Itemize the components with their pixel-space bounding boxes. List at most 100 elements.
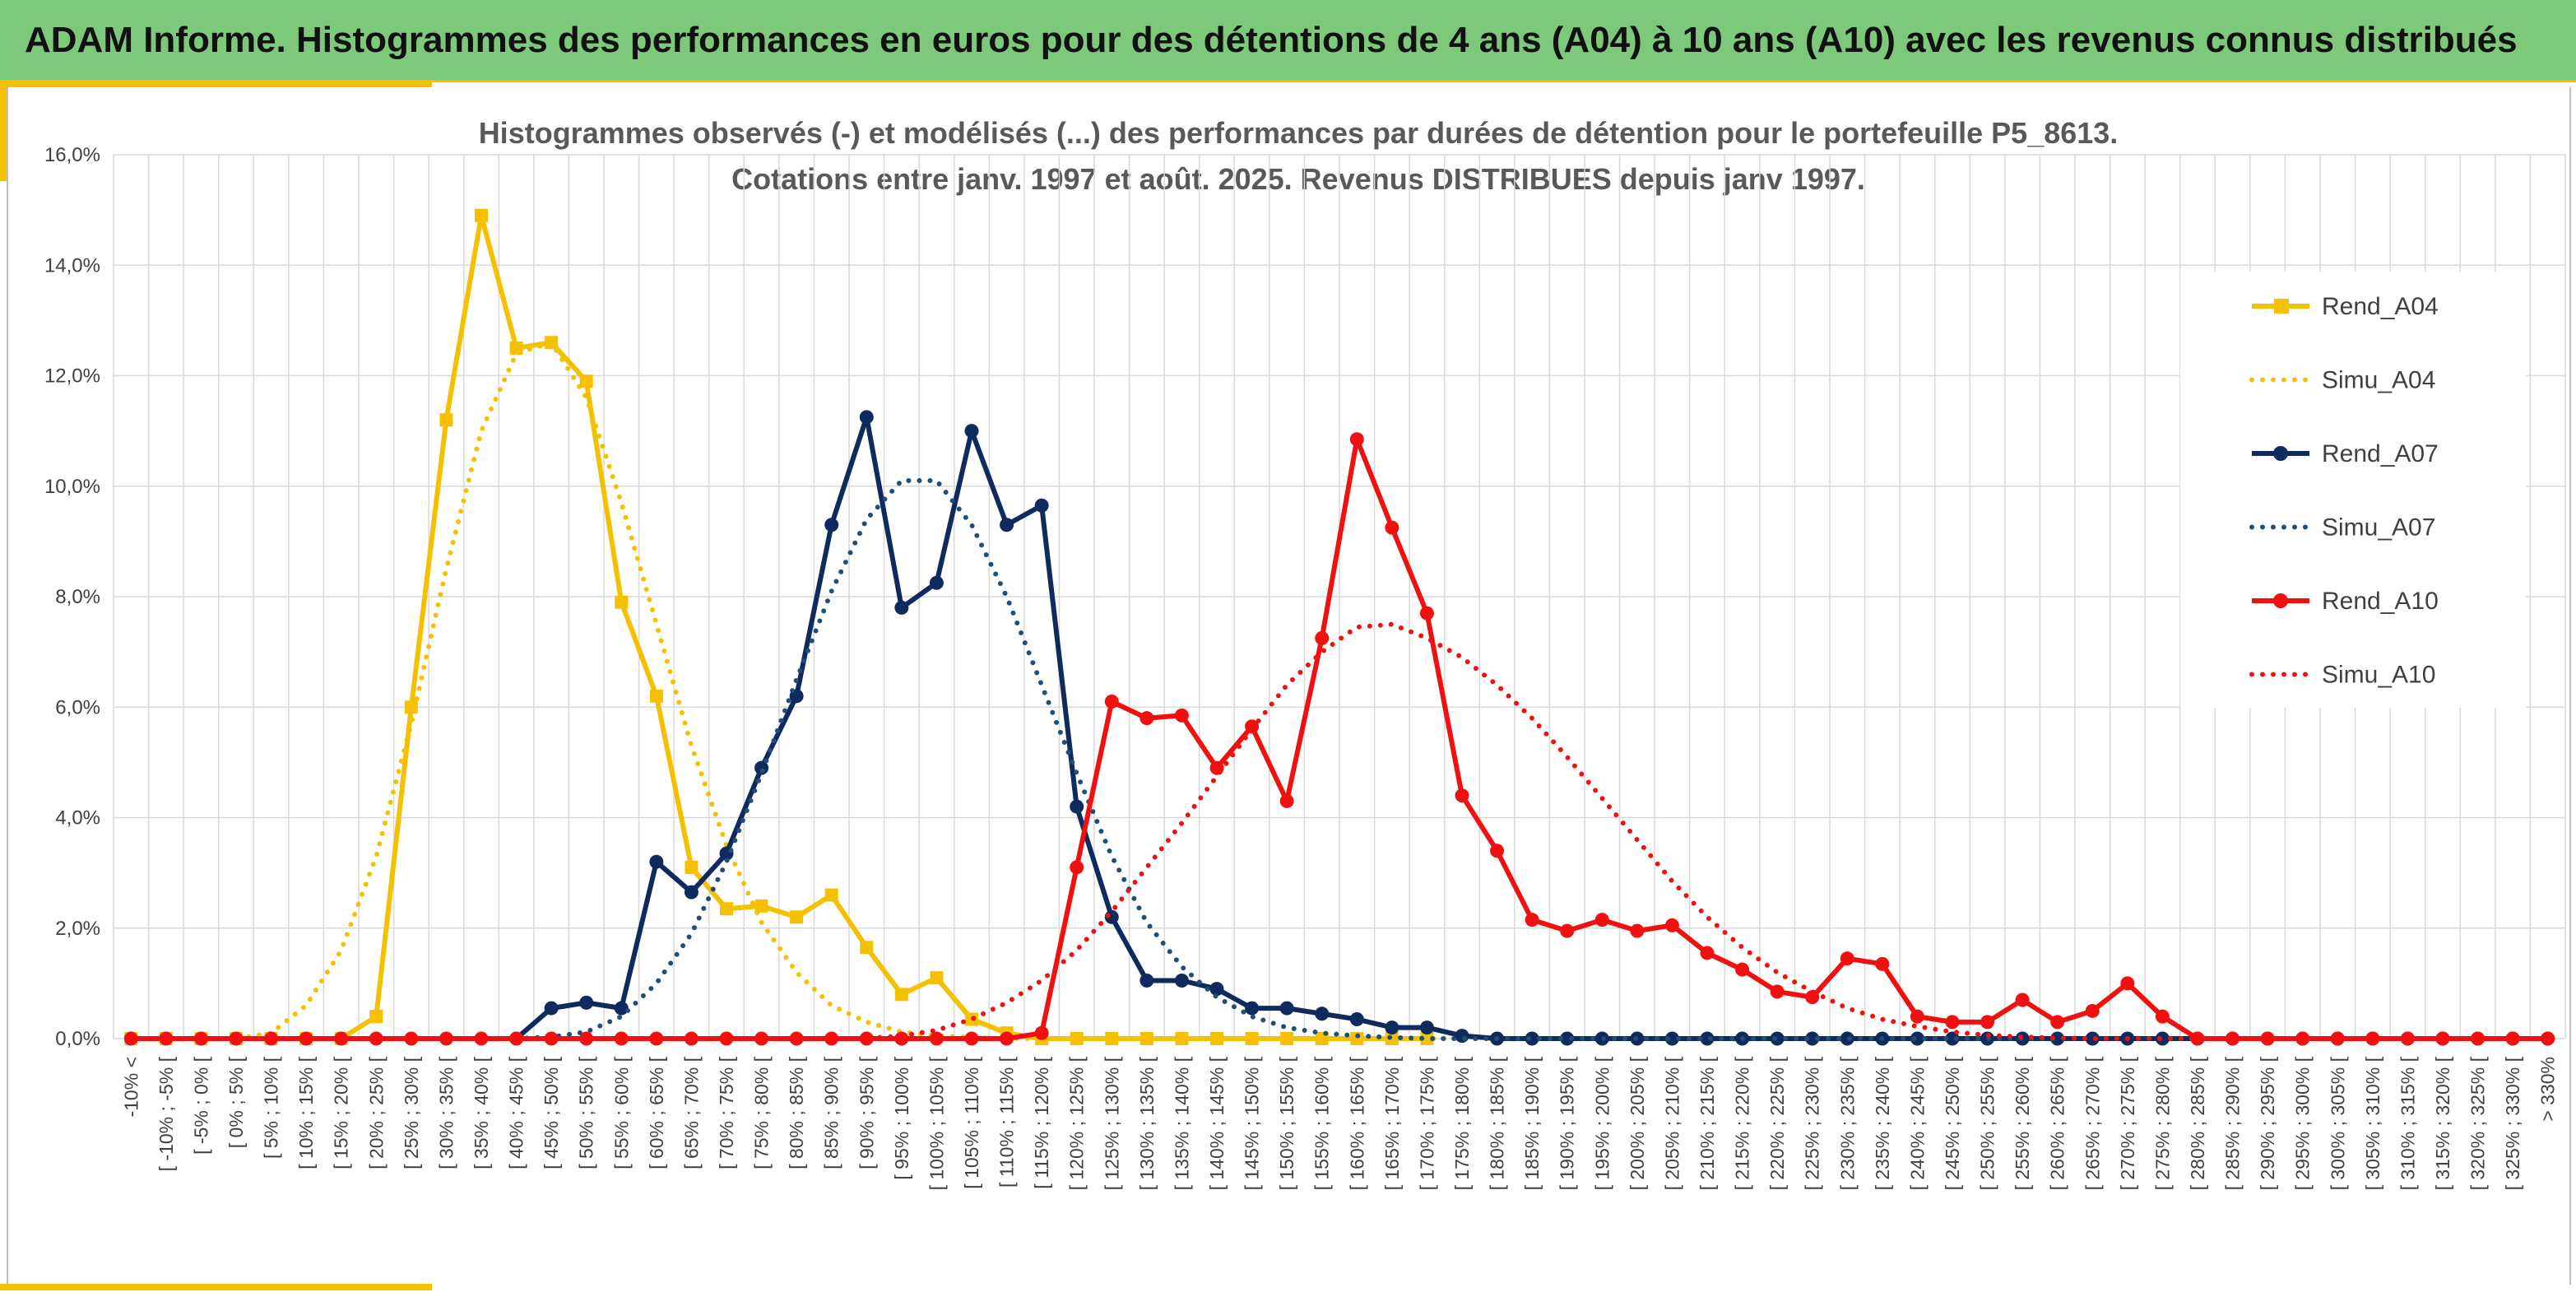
x-tick-label: [ 305% ; 310% [ xyxy=(2362,1056,2383,1190)
x-tick-label: [ 205% ; 210% [ xyxy=(1661,1056,1683,1190)
data-point xyxy=(930,971,944,985)
legend-label: Simu_A07 xyxy=(2322,514,2435,542)
data-point xyxy=(1805,990,1820,1005)
data-point xyxy=(2085,1003,2100,1018)
data-point xyxy=(1525,913,1539,927)
data-point xyxy=(1174,974,1189,988)
data-point xyxy=(1770,984,1785,999)
data-point xyxy=(2190,1031,2205,1046)
x-tick-label: [ 105% ; 110% [ xyxy=(961,1056,982,1188)
data-point xyxy=(1875,956,1890,971)
x-tick-label: [ 110% ; 115% [ xyxy=(996,1056,1018,1188)
x-tick-label: [ 225% ; 230% [ xyxy=(1802,1056,1823,1190)
data-point xyxy=(615,595,629,609)
chart-title-line-2: Cotations entre janv. 1997 et août. 2025… xyxy=(731,162,1865,196)
x-tick-label: [ 220% ; 225% [ xyxy=(1766,1056,1788,1190)
legend-item: Rend_A10 xyxy=(2252,588,2439,615)
data-point xyxy=(824,1031,839,1046)
data-point xyxy=(1664,1031,1679,1046)
data-point xyxy=(2435,1031,2450,1046)
data-point xyxy=(1840,951,1854,966)
data-point xyxy=(1034,498,1049,513)
y-tick-label: 6,0% xyxy=(55,696,100,718)
x-tick-label: [ 15% ; 20% [ xyxy=(331,1056,352,1169)
legend-item: Simu_A10 xyxy=(2249,662,2435,689)
data-point xyxy=(2085,1031,2100,1046)
data-point xyxy=(894,988,908,1002)
data-point xyxy=(1000,518,1014,532)
report-title: ADAM Informe. Histogrammes des performan… xyxy=(25,19,2518,60)
legend-label: Rend_A04 xyxy=(2322,293,2439,320)
x-tick-label: [ 230% ; 235% [ xyxy=(1836,1056,1858,1190)
data-point xyxy=(1419,1020,1434,1035)
data-point xyxy=(1070,1032,1084,1045)
data-point xyxy=(1245,1001,1260,1016)
data-point xyxy=(439,1031,453,1046)
data-point xyxy=(1630,923,1645,938)
x-tick-label: [ 255% ; 260% [ xyxy=(2012,1056,2033,1190)
legend-item: Simu_A04 xyxy=(2249,367,2435,394)
data-point xyxy=(439,413,453,427)
data-point xyxy=(369,1010,383,1024)
data-point xyxy=(649,854,664,869)
data-point xyxy=(1945,1031,1960,1046)
x-tick-label: [ 165% ; 170% [ xyxy=(1381,1056,1403,1190)
x-tick-label: [ 40% ; 45% [ xyxy=(506,1056,527,1169)
x-tick-label: [ 0% ; 5% [ xyxy=(225,1056,247,1148)
data-point xyxy=(1279,793,1294,808)
x-tick-label: [ 120% ; 125% [ xyxy=(1066,1056,1088,1190)
legend-label: Simu_A10 xyxy=(2322,662,2435,689)
data-point xyxy=(2050,1015,2065,1030)
x-tick-label: [ 150% ; 155% [ xyxy=(1276,1056,1297,1190)
data-point xyxy=(1034,1025,1049,1040)
data-point xyxy=(719,1031,734,1046)
frame-right-border xyxy=(2569,87,2571,1285)
x-tick-label: [ 290% ; 295% [ xyxy=(2257,1056,2278,1190)
data-point xyxy=(1560,1031,1575,1046)
data-point xyxy=(1174,708,1189,723)
data-point xyxy=(1525,1031,1539,1046)
x-tick-label: [ 35% ; 40% [ xyxy=(471,1056,492,1169)
x-tick-label: [ 195% ; 200% [ xyxy=(1591,1056,1613,1190)
data-point xyxy=(964,424,979,439)
data-point xyxy=(1910,1031,1924,1046)
data-point xyxy=(2155,1031,2170,1046)
data-point xyxy=(929,575,944,590)
frame-accent-left xyxy=(0,82,8,181)
data-point xyxy=(1279,1001,1294,1016)
data-point xyxy=(1070,799,1084,814)
data-point xyxy=(1945,1015,1960,1030)
x-tick-label: [ 85% ; 90% [ xyxy=(821,1056,842,1169)
x-tick-label: [ 260% ; 265% [ xyxy=(2047,1056,2068,1190)
data-point xyxy=(1209,982,1224,997)
data-point xyxy=(1664,918,1679,932)
data-point xyxy=(649,689,663,703)
series-simu-a04 xyxy=(128,340,2550,1041)
series-line xyxy=(128,621,2550,1041)
data-point xyxy=(1000,1031,1014,1046)
data-point xyxy=(964,1031,979,1046)
data-point xyxy=(579,995,594,1010)
x-tick-label: [ 240% ; 245% [ xyxy=(1906,1056,1928,1190)
report-banner: ADAM Informe. Histogrammes des performan… xyxy=(0,0,2576,82)
x-tick-label: [ 190% ; 195% [ xyxy=(1557,1056,1578,1190)
y-tick-label: 16,0% xyxy=(44,144,100,166)
y-axis: 0,0% 2,0% 4,0% 6,0% 8,0% 10,0% 12,0% 14,0% 16,0% xyxy=(44,144,100,1050)
series-layer xyxy=(123,208,2555,1046)
data-point xyxy=(2330,1031,2345,1046)
x-tick-label: [ 155% ; 160% [ xyxy=(1311,1056,1333,1190)
data-point xyxy=(824,888,838,902)
data-point xyxy=(1139,711,1154,726)
data-point xyxy=(2541,1031,2555,1046)
data-point xyxy=(859,1031,874,1046)
data-point xyxy=(929,1031,944,1046)
data-point xyxy=(1349,1012,1364,1027)
data-point xyxy=(1420,1032,1434,1045)
data-point xyxy=(614,1001,629,1016)
x-tick-label: [ 320% ; 325% [ xyxy=(2467,1056,2489,1190)
data-point xyxy=(1455,1029,1469,1044)
frame-accent-top xyxy=(0,82,432,87)
x-tick-label: [ -10% ; -5% [ xyxy=(155,1056,177,1171)
x-tick-label: [ 100% ; 105% [ xyxy=(926,1056,947,1190)
